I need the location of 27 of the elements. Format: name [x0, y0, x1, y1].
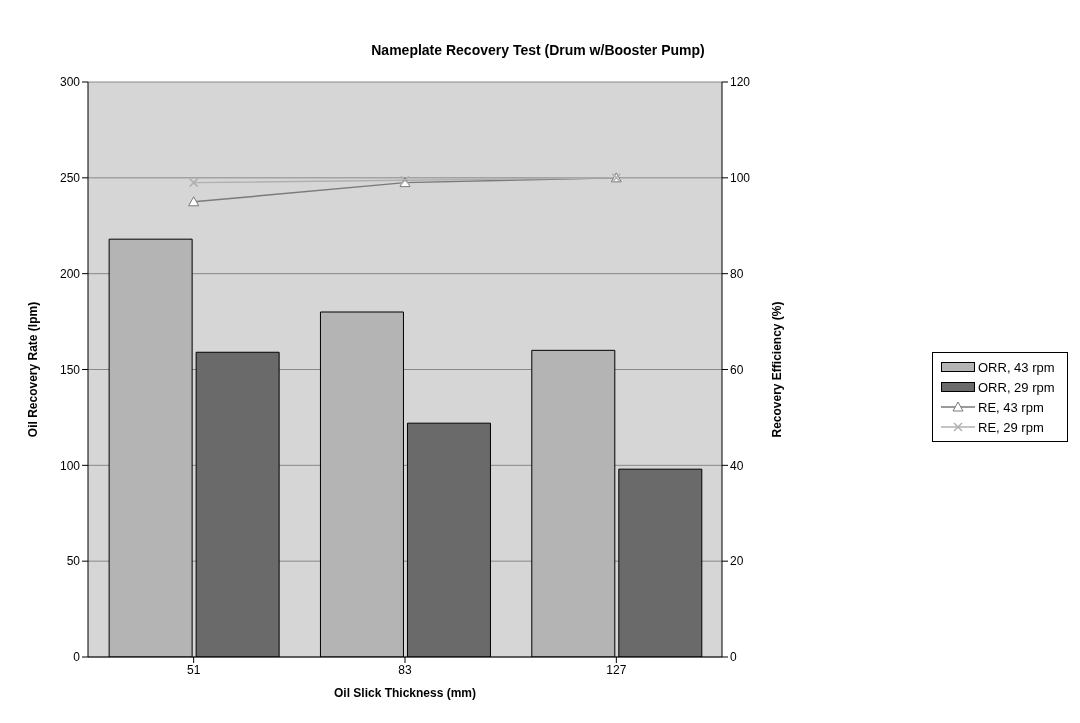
y-tick-label: 150 — [59, 362, 81, 377]
legend-label: RE, 29 rpm — [978, 419, 1044, 435]
x-tick-label: 51 — [186, 662, 201, 677]
y-tick-label: 100 — [59, 458, 81, 473]
y2-tick-label: 120 — [730, 75, 751, 90]
legend-label: ORR, 43 rpm — [978, 359, 1055, 375]
point — [188, 177, 199, 188]
x-tick-label: 83 — [398, 662, 412, 677]
point — [188, 196, 200, 207]
y-tick-label: 50 — [66, 554, 81, 569]
legend-label: RE, 43 rpm — [978, 399, 1044, 415]
y-tick-label: 300 — [59, 75, 81, 90]
legend-label: ORR, 29 rpm — [978, 379, 1055, 395]
y-axis-title: Oil Recovery Rate (lpm) — [26, 301, 41, 438]
x-tick-label: 127 — [606, 662, 627, 677]
x-axis-title: Oil Slick Thickness (mm) — [333, 686, 477, 700]
chart-title: Nameplate Recovery Test (Drum w/Booster Pump) — [370, 41, 706, 60]
y2-tick-label: 60 — [730, 362, 744, 377]
y2-tick-label: 0 — [730, 650, 737, 665]
y-tick-label: 250 — [59, 171, 81, 186]
y2-tick-label: 100 — [730, 171, 751, 186]
y-tick-label: 200 — [59, 266, 81, 281]
y2-tick-label: 40 — [730, 458, 744, 473]
y2-tick-label: 80 — [730, 266, 744, 281]
y-tick-label: 0 — [73, 650, 81, 665]
y2-axis-title: Recovery Efficiency (%) — [770, 301, 785, 438]
y2-tick-label: 20 — [730, 554, 744, 569]
